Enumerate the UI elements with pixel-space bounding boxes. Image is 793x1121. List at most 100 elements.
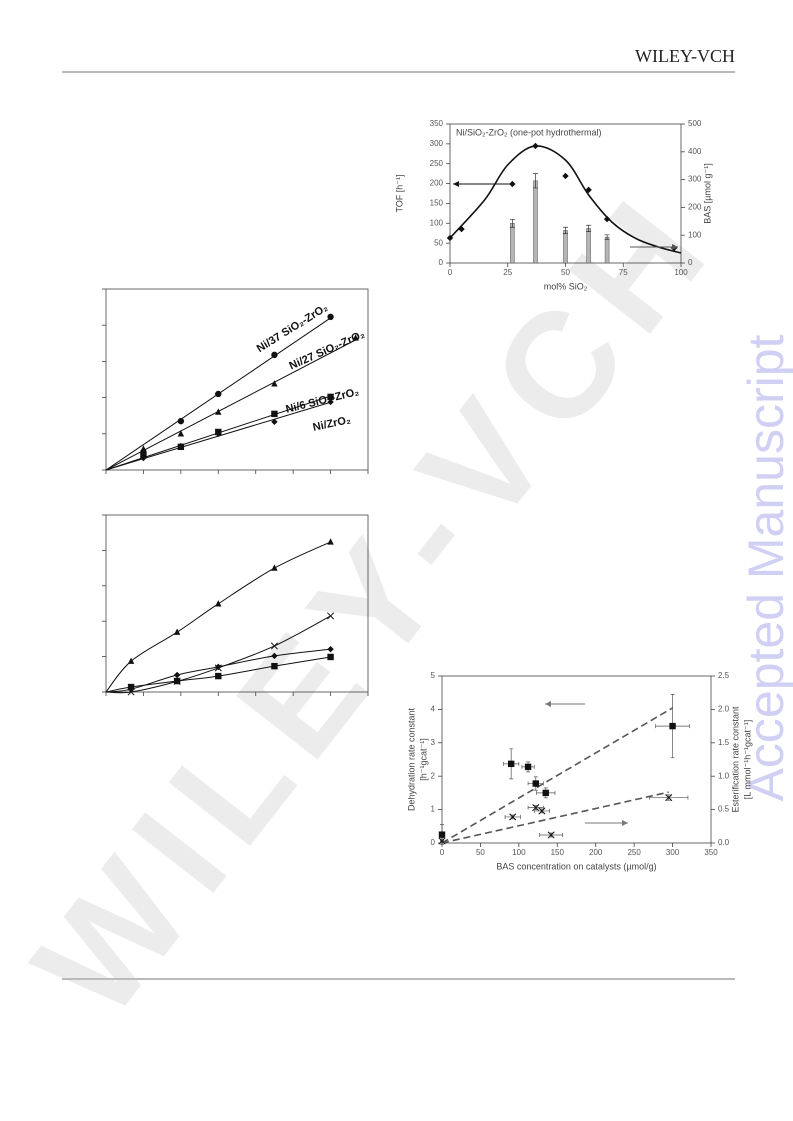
marker [327, 313, 334, 321]
marker [327, 398, 334, 406]
y-tick-label: 0 [431, 838, 436, 847]
bar [604, 236, 610, 264]
y-tick-label: 3 [431, 738, 436, 747]
annotation: Ni/ZrO₂ [312, 414, 352, 434]
y2-tick-label: 200 [688, 203, 702, 212]
y2-tick-label: 500 [688, 119, 702, 128]
marker [173, 628, 181, 635]
y2-tick-label: 0.5 [718, 805, 730, 814]
x-tick-label: 75 [619, 268, 628, 277]
chart-title: Ni/SiO₂-ZrO₂ (one-pot hydrothermal) [456, 127, 602, 137]
y2-tick-label: 100 [688, 230, 702, 239]
marker [177, 417, 185, 425]
marker [352, 334, 359, 341]
x-tick-label: 300 [666, 848, 680, 857]
y2-tick-label: 0.0 [718, 838, 730, 847]
fit-line [441, 791, 669, 844]
marker [215, 390, 222, 398]
marker [173, 671, 181, 679]
marker [327, 645, 334, 653]
bar [586, 228, 591, 264]
marker [215, 672, 222, 680]
y-axis-label: Dehydration rate constant [406, 707, 416, 811]
plot-frame [441, 675, 712, 844]
x-tick-label: 250 [627, 848, 641, 857]
marker [509, 180, 516, 188]
marker [140, 445, 147, 452]
fit-curve [105, 615, 331, 694]
marker [438, 837, 446, 845]
marker [271, 351, 278, 359]
plot-frame [105, 288, 369, 471]
marker [669, 722, 676, 730]
header-logo: WILEY-VCH [635, 46, 735, 66]
y-axis-label: [h⁻¹gcat⁻¹] [418, 738, 428, 781]
side-watermark: Accepted Manuscript [738, 334, 793, 801]
arrow-head [453, 181, 459, 187]
y2-axis-label: Esterification rate constant [730, 706, 740, 813]
y-tick-label: 100 [430, 218, 444, 227]
y-tick-label: 2 [431, 771, 436, 780]
error-bar [532, 173, 538, 189]
annotation: Ni/6 SiO₂-ZrO₂ [285, 386, 361, 416]
marker [173, 677, 181, 685]
marker [542, 789, 549, 797]
x-axis-label: mol% SiO₂ [544, 281, 588, 291]
y-tick-label: 4 [431, 705, 436, 714]
marker [270, 642, 278, 650]
y-tick-label: 250 [430, 159, 444, 168]
y-tick-label: 5 [431, 671, 436, 680]
x-tick-label: 100 [512, 848, 526, 857]
marker [532, 780, 539, 787]
marker [271, 564, 278, 571]
fit-curve [449, 145, 682, 254]
marker [140, 454, 147, 462]
y-tick-label: 150 [430, 199, 444, 208]
y2-tick-label: 2.0 [718, 705, 730, 714]
error-bar [586, 224, 592, 232]
watermark: WILEY-VCH [2, 158, 747, 1046]
marker [271, 652, 278, 660]
marker [538, 807, 546, 815]
marker [215, 600, 222, 607]
error-bar [563, 226, 568, 234]
y-tick-label: 200 [430, 179, 444, 188]
x-tick-label: 0 [448, 268, 453, 277]
y2-axis-label: BAS [µmol g⁻¹] [702, 163, 712, 223]
x-tick-label: 150 [551, 848, 565, 857]
annotation: Ni/27 SiO₂-ZrO₂ [288, 328, 367, 372]
y-tick-label: 1 [431, 805, 436, 814]
marker [177, 430, 185, 437]
x-axis-label: BAS concentration on catalysts (µmol/g) [496, 861, 656, 871]
bar [510, 223, 515, 264]
y2-tick-label: 0 [688, 258, 693, 267]
marker [271, 410, 278, 418]
plot-frame [105, 514, 369, 693]
y2-tick-label: 2.5 [718, 671, 730, 680]
x-tick-label: 25 [503, 268, 512, 277]
bar [563, 230, 568, 264]
arrow-head [622, 820, 628, 826]
marker [507, 760, 515, 768]
y2-tick-label: 1.5 [718, 738, 730, 747]
y2-tick-label: 400 [688, 147, 702, 156]
marker [327, 653, 334, 661]
marker [547, 831, 555, 839]
marker [327, 393, 334, 401]
marker [524, 763, 532, 771]
marker [215, 663, 222, 671]
x-tick-label: 50 [476, 848, 485, 857]
marker [665, 794, 673, 802]
marker [215, 430, 222, 437]
marker [603, 215, 611, 223]
error-bar [604, 234, 610, 240]
y-tick-label: 350 [430, 119, 444, 128]
marker [509, 813, 517, 821]
marker [127, 683, 135, 691]
y-tick-label: 300 [430, 139, 444, 148]
y2-tick-label: 1.0 [718, 771, 730, 780]
y-axis-label: TOF [h⁻¹] [394, 174, 404, 212]
marker [327, 538, 334, 545]
marker [271, 380, 278, 387]
arrow-head [545, 701, 551, 707]
